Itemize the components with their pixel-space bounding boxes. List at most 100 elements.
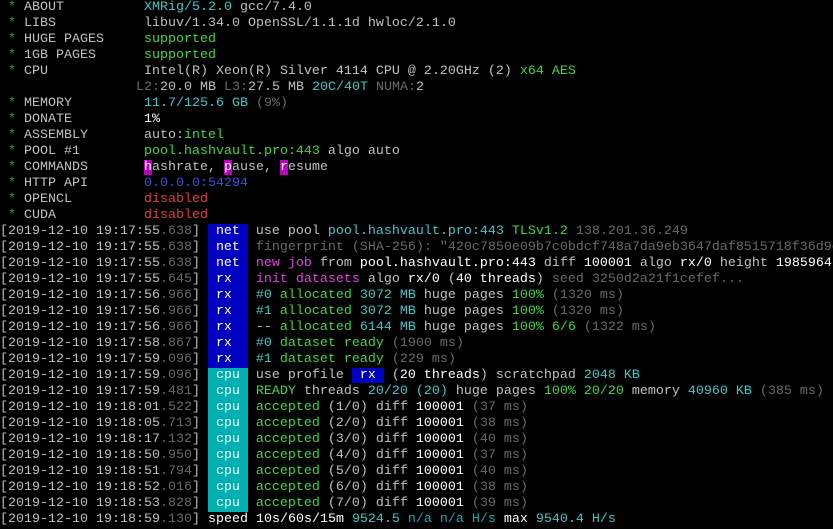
log-message: (229 ms) [383,352,456,367]
log-message: 100% [511,288,544,303]
log-message: 20 threads [399,368,480,383]
log-message: accepted [255,448,320,463]
log-message: 1985964 [775,256,832,271]
log-timestamp-ms: .638 [159,240,192,255]
log-tag-rx: rx [207,304,248,320]
log-line: [2019-12-10 19:17:59.096] cpu use profile … [0,368,833,384]
log-message: TLSv1.2 [511,224,576,239]
log-message: #0 [255,336,272,351]
log-line: [2019-12-10 19:18:05.713] cpu accepted (2/… [0,416,833,432]
summary-row: * COMMANDS hashrate, pause, resume [0,160,833,176]
log-line: [2019-12-10 19:17:59.481] cpu READY thread… [0,384,833,400]
log-line: [2019-12-10 19:18:59.130] speed 10s/60s/… [0,512,833,528]
log-message: 100001 [415,480,464,495]
log-message: height [711,256,776,271]
log-timestamp-ms: .481 [159,384,192,399]
log-tag-cpu: cpu [207,480,248,496]
log-timestamp-ms: .132 [159,432,192,447]
log-message: (5/0) diff [319,464,416,479]
log-timestamp-close: ] [191,400,200,415]
summary-value: libuv/1.34.0 OpenSSL/1.1.1d hwloc/2.1.0 [143,16,456,31]
log-timestamp: [2019-12-10 19:17:56 [0,288,160,303]
star-bullet: * [8,112,16,127]
log-timestamp-ms: .096 [159,368,192,383]
summary-row: * ASSEMBLY auto:intel [0,128,833,144]
log-message: (38 ms) [463,416,528,431]
log-timestamp: [2019-12-10 19:17:59 [0,368,160,383]
summary-value: 1% [143,112,160,127]
summary-row: * CPU Intel(R) Xeon(R) Silver 4114 CPU @ … [0,64,833,80]
log-message: accepted [255,432,320,447]
summary-row: * LIBS libuv/1.34.0 OpenSSL/1.1.1d hwloc/… [0,16,833,32]
log-message: dataset ready [271,336,384,351]
summary-label: DONATE [24,112,72,127]
summary-value: p [223,160,232,175]
summary-value: Intel(R) Xeon(R) Silver 4114 CPU @ 2.20G… [143,64,520,79]
log-timestamp-ms: .096 [159,352,192,367]
log-message: READY [255,384,296,399]
summary-value: XMRig/5.2.0 [143,0,232,15]
summary-value: ashrate, [151,160,224,175]
summary-row: L2:20.0 MB L3:27.5 MB 20C/40T NUMA:2 [0,80,833,96]
summary-row: * MEMORY 11.7/125.6 GB (9%) [0,96,833,112]
log-line: [2019-12-10 19:17:56.966] rx #0 allocated … [0,288,833,304]
log-message: (37 ms) [463,400,528,415]
log-timestamp: [2019-12-10 19:17:59 [0,352,160,367]
log-message: fingerprint (SHA-256): "420c7850e09b7c0b… [255,240,833,255]
summary-value: x64 AES [519,64,576,79]
log-message: #0 [255,288,272,303]
log-timestamp-ms: .966 [159,320,192,335]
summary-value: supported [143,32,216,47]
log-tag-net: net [207,224,248,240]
log-message: use profile [255,368,352,383]
log-timestamp-close: ] [191,480,200,495]
log-line: [2019-12-10 19:17:55.638] net use pool poo… [0,224,833,240]
star-bullet: * [8,32,16,47]
summary-label: OPENCL [24,192,72,207]
log-message: max [495,512,536,527]
summary-value: 20.0 MB [159,80,224,95]
log-line: [2019-12-10 19:18:51.794] cpu accepted (5/… [0,464,833,480]
summary-row: * 1GB PAGES supported [0,48,833,64]
log-message: use pool [255,224,328,239]
log-timestamp: [2019-12-10 19:18:51 [0,464,160,479]
summary-label: ABOUT [24,0,64,15]
log-timestamp-close: ] [191,336,200,351]
log-line: [2019-12-10 19:18:01.522] cpu accepted (1/… [0,400,833,416]
star-bullet: * [8,208,16,223]
star-bullet: * [8,128,16,143]
log-timestamp-close: ] [191,256,200,271]
miner-summary: * ABOUT XMRig/5.2.0 gcc/7.4.0 * LIBS libuv… [0,0,833,224]
log-message: huge pages [415,304,512,319]
summary-value: L2: [135,80,160,95]
log-timestamp-ms: .130 [159,512,192,527]
log-timestamp: [2019-12-10 19:17:56 [0,320,160,335]
log-message: 100% 20/20 [543,384,624,399]
log-timestamp-ms: .950 [159,448,192,463]
log-message: -- [255,320,272,335]
log-timestamp-close: ] [191,448,200,463]
log-message: (37 ms) [463,448,528,463]
log-tag-cpu: cpu [207,464,248,480]
star-bullet: * [8,96,16,111]
log-timestamp-ms: .016 [159,480,192,495]
summary-label: COMMANDS [24,160,88,175]
log-message: allocated [271,304,360,319]
summary-label: MEMORY [24,96,72,111]
log-message: 100001 [583,256,632,271]
log-message: 9540.4 H/s [535,512,616,527]
log-message: huge pages [447,384,544,399]
log-timestamp-close: ] [191,288,200,303]
log-message: threads [295,384,368,399]
log-timestamp: [2019-12-10 19:17:55 [0,256,160,271]
log-tag-net: net [207,256,248,272]
summary-value: gcc/7.4.0 [231,0,312,15]
log-message: 100% [511,304,544,319]
log-timestamp-close: ] [191,240,200,255]
log-message: #1 [255,304,272,319]
star-bullet: * [8,160,16,175]
log-message: (40 ms) [463,464,528,479]
log-message: 3072 MB [359,304,416,319]
log-message: (1900 ms) [383,336,464,351]
log-tag-cpu: cpu [207,432,248,448]
